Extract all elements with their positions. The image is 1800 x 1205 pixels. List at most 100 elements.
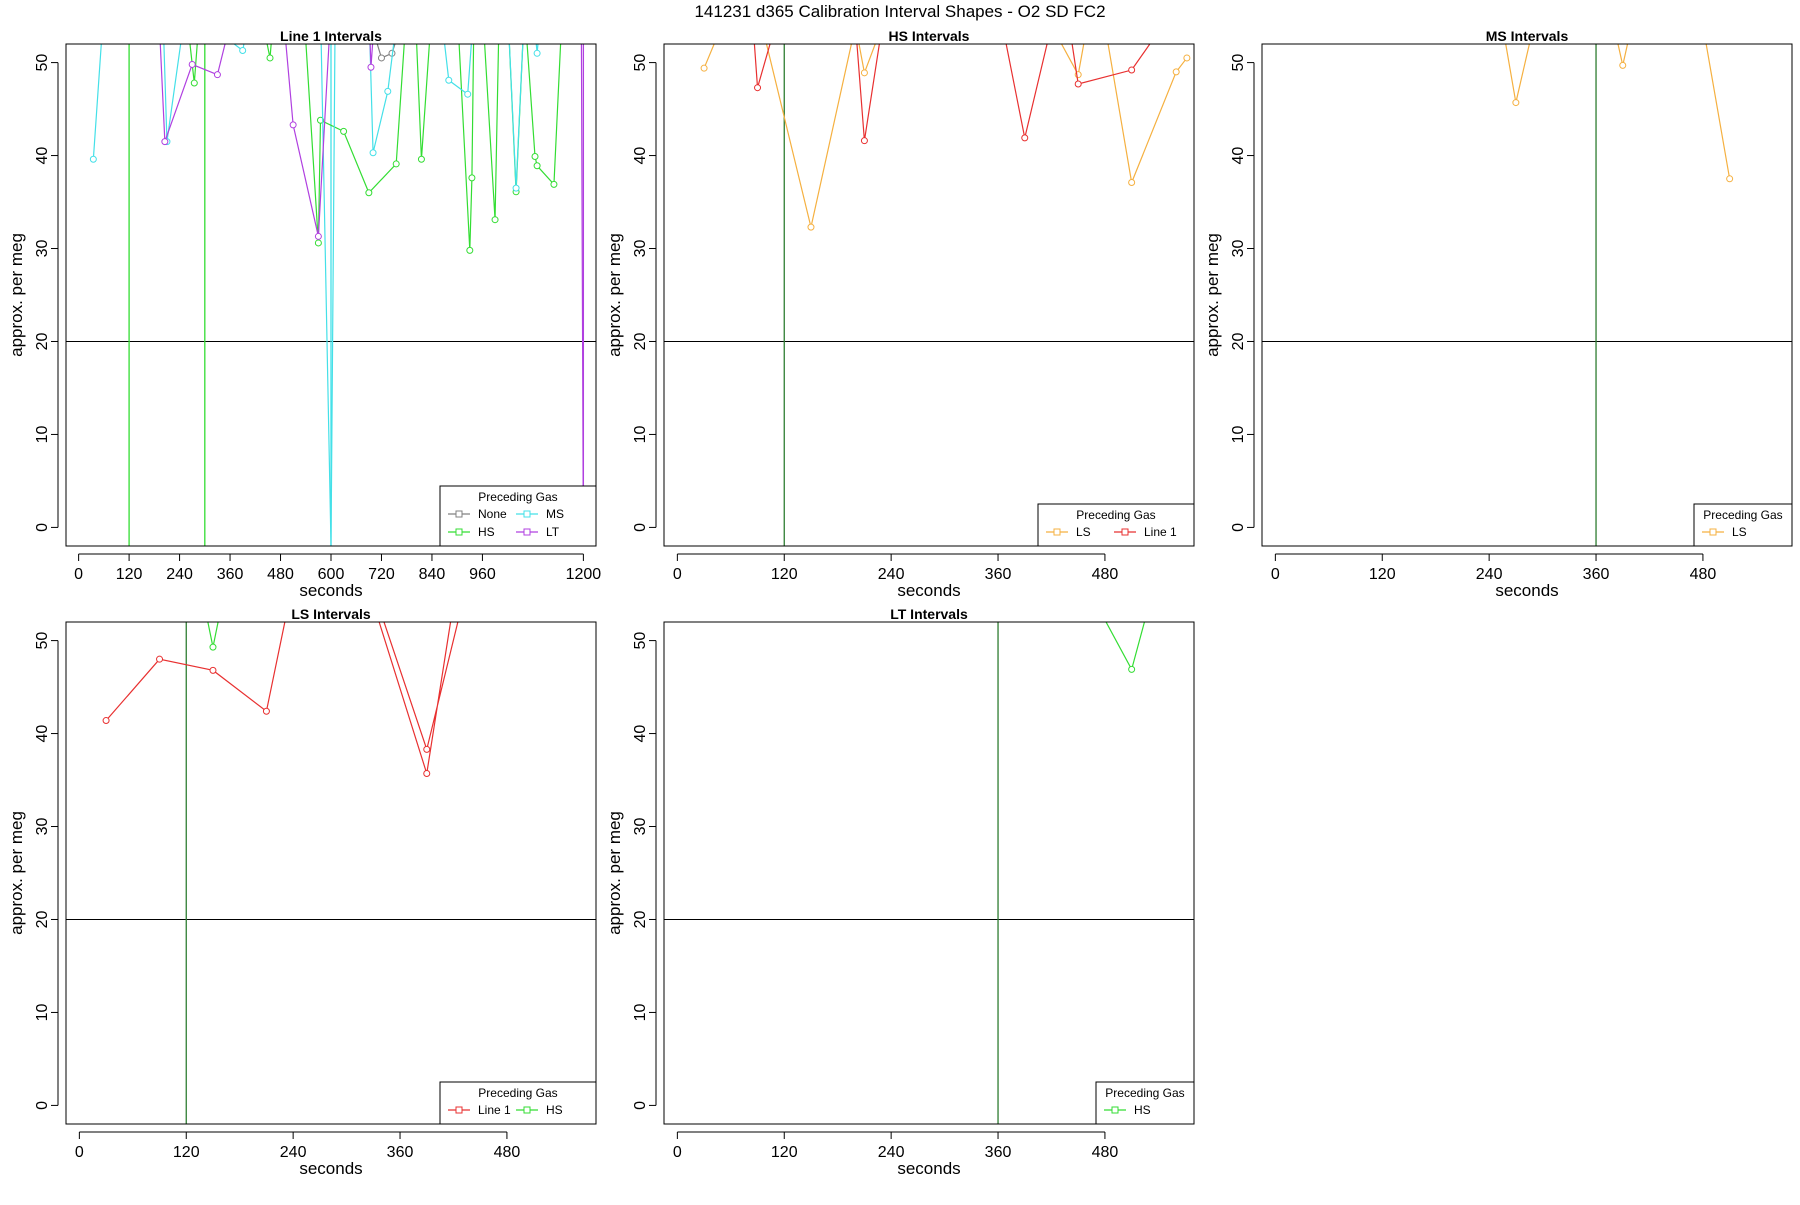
x-tick-label: 0 bbox=[74, 566, 83, 583]
x-tick-label: 360 bbox=[985, 566, 1012, 583]
y-tick-label: 10 bbox=[34, 425, 51, 443]
x-tick-label: 0 bbox=[673, 1144, 682, 1161]
y-axis: 0 10 20 30 40 50 approx. per meg bbox=[1203, 54, 1255, 532]
y-tick-label: 50 bbox=[34, 54, 51, 72]
y-axis: 0 10 20 30 40 50 approx. per meg bbox=[605, 54, 657, 532]
x-tick-label: 360 bbox=[985, 1144, 1012, 1161]
data-point bbox=[445, 76, 453, 84]
y-tick-label: 20 bbox=[632, 910, 649, 928]
series-line-hs bbox=[207, 622, 219, 648]
legend-box bbox=[1693, 503, 1793, 547]
data-point bbox=[365, 189, 373, 197]
legend-label: LT bbox=[546, 525, 560, 539]
chart-panel-5: LT Intervals 0 10 20 30 40 50 approx. per meg 0 1… bbox=[605, 606, 1195, 1178]
data-point bbox=[156, 655, 164, 663]
legend-marker bbox=[455, 510, 463, 518]
legend-marker bbox=[523, 1106, 531, 1114]
y-axis: 0 10 20 30 40 50 approx. per meg bbox=[7, 632, 59, 1110]
x-tick-label: 120 bbox=[1369, 566, 1396, 583]
panel-frame bbox=[65, 621, 597, 1125]
y-axis: 0 10 20 30 40 50 approx. per meg bbox=[7, 54, 59, 532]
y-tick-label: 30 bbox=[632, 240, 649, 258]
x-axis: 0 120 240 360 480 seconds bbox=[1271, 553, 1717, 600]
y-tick-label: 30 bbox=[632, 818, 649, 836]
data-point bbox=[262, 707, 270, 715]
x-tick-label: 240 bbox=[166, 566, 193, 583]
data-point bbox=[213, 71, 221, 79]
legend-title: Preceding Gas bbox=[1076, 508, 1155, 522]
x-tick-label: 480 bbox=[1092, 1144, 1119, 1161]
y-tick-label: 40 bbox=[632, 725, 649, 743]
series-line-line-1 bbox=[105, 622, 459, 774]
panel-title: LT Intervals bbox=[890, 606, 968, 622]
panel-frame bbox=[1261, 43, 1793, 547]
legend-label: HS bbox=[546, 1103, 563, 1117]
x-tick-label: 0 bbox=[673, 566, 682, 583]
x-tick-label: 1200 bbox=[566, 566, 602, 583]
legend-label: MS bbox=[546, 507, 564, 521]
data-point bbox=[512, 184, 520, 192]
x-tick-label: 480 bbox=[1690, 566, 1717, 583]
x-axis-label: seconds bbox=[1495, 581, 1558, 600]
data-point bbox=[1726, 175, 1734, 183]
y-tick-label: 40 bbox=[1230, 147, 1247, 165]
legend: Preceding Gas LS Line 1 bbox=[1037, 503, 1195, 547]
y-tick-label: 40 bbox=[632, 147, 649, 165]
y-tick-label: 40 bbox=[34, 147, 51, 165]
data-point bbox=[491, 216, 499, 224]
series-line-lt bbox=[159, 44, 584, 546]
data-point bbox=[1128, 179, 1136, 187]
data-point bbox=[550, 180, 558, 188]
plot-area bbox=[66, 44, 596, 546]
data-point bbox=[239, 47, 247, 55]
legend-box bbox=[1037, 503, 1195, 547]
y-tick-label: 40 bbox=[34, 725, 51, 743]
data-point bbox=[316, 116, 324, 124]
data-point bbox=[533, 49, 541, 57]
y-tick-label: 0 bbox=[34, 523, 51, 532]
panel-title: Line 1 Intervals bbox=[280, 28, 382, 44]
y-tick-label: 10 bbox=[34, 1003, 51, 1021]
y-tick-label: 0 bbox=[632, 523, 649, 532]
data-point bbox=[188, 60, 196, 68]
x-tick-label: 480 bbox=[1092, 566, 1119, 583]
data-point bbox=[367, 63, 375, 71]
data-point bbox=[531, 152, 539, 160]
y-tick-label: 20 bbox=[34, 332, 51, 350]
x-axis-label: seconds bbox=[299, 1159, 362, 1178]
y-axis-label: approx. per meg bbox=[1203, 233, 1222, 357]
panel-title: HS Intervals bbox=[889, 28, 970, 44]
x-tick-label: 120 bbox=[116, 566, 143, 583]
y-tick-label: 50 bbox=[632, 632, 649, 650]
data-point bbox=[314, 239, 322, 247]
data-point bbox=[190, 79, 198, 87]
panel-title: MS Intervals bbox=[1486, 28, 1569, 44]
data-point bbox=[266, 54, 274, 62]
data-point bbox=[209, 643, 217, 651]
data-point bbox=[1128, 66, 1136, 74]
y-tick-label: 10 bbox=[632, 1003, 649, 1021]
chart-panel-3: MS Intervals 0 10 20 30 40 50 approx. per meg 0 1… bbox=[1203, 28, 1793, 600]
series-line-ls bbox=[1505, 44, 1731, 179]
series-line-ls bbox=[703, 44, 1188, 228]
data-point bbox=[1074, 80, 1082, 88]
y-tick-label: 20 bbox=[632, 332, 649, 350]
x-tick-label: 480 bbox=[267, 566, 294, 583]
x-tick-label: 360 bbox=[217, 566, 244, 583]
x-axis: 0 120 240 360 480 600 720 840 960 1200 seconds bbox=[74, 553, 602, 600]
legend-title: Preceding Gas bbox=[478, 490, 557, 504]
legend-label: Line 1 bbox=[478, 1103, 511, 1117]
y-axis-label: approx. per meg bbox=[7, 233, 26, 357]
legend: Preceding Gas LS bbox=[1693, 503, 1793, 547]
series-line-ms bbox=[92, 44, 539, 546]
data-point bbox=[102, 717, 110, 725]
x-tick-label: 240 bbox=[1476, 566, 1503, 583]
x-tick-label: 0 bbox=[75, 1144, 84, 1161]
data-point bbox=[860, 69, 868, 77]
y-axis-label: approx. per meg bbox=[605, 811, 624, 935]
legend-marker bbox=[455, 528, 463, 536]
legend-marker bbox=[1709, 528, 1717, 536]
data-point bbox=[1619, 61, 1627, 69]
data-point bbox=[423, 745, 431, 753]
figure-title: 141231 d365 Calibration Interval Shapes … bbox=[694, 2, 1106, 21]
